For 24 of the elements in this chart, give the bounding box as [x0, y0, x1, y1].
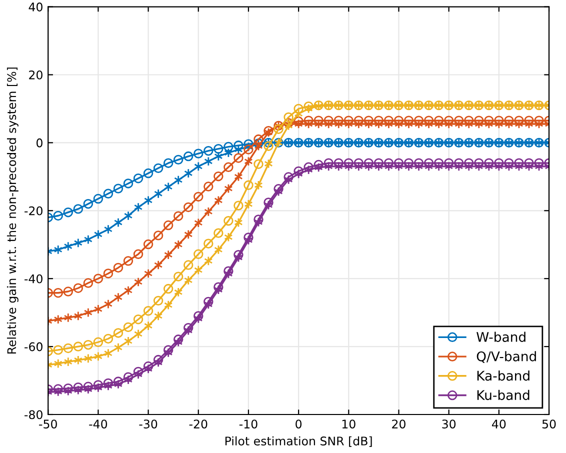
x-axis-title: Pilot estimation SNR [dB]: [225, 436, 372, 447]
legend-label: Ka-band: [477, 370, 530, 381]
y-axis-title: Relative gain w.r.t. the non-precoded system [%]: [6, 68, 18, 354]
x-tick-label: -40: [89, 420, 108, 428]
y-tick-label: -80: [24, 410, 42, 420]
x-tick-label: 30: [442, 420, 456, 428]
y-tick-label: 40: [28, 2, 42, 12]
x-tick-label: 40: [492, 420, 506, 428]
x-tick-label: 10: [342, 420, 356, 428]
x-tick-label: -10: [239, 420, 258, 428]
y-tick-label: 20: [29, 70, 42, 80]
x-tick-label: -50: [39, 420, 57, 428]
y-tick-label: -40: [24, 274, 42, 284]
legend-label: Ku-band: [477, 390, 530, 400]
x-tick-label: -30: [139, 420, 158, 428]
y-tick-label: -20: [24, 206, 42, 216]
legend-label: W-band: [476, 332, 526, 342]
x-tick-label: 0: [296, 420, 302, 428]
legend-label: Q/V-band: [476, 351, 536, 363]
x-tick-label: -20: [189, 420, 208, 428]
x-tick-label: 50: [542, 420, 556, 428]
y-tick-label: -60: [24, 342, 42, 352]
x-tick-label: 20: [392, 420, 406, 428]
y-tick-label: 0: [36, 138, 42, 148]
